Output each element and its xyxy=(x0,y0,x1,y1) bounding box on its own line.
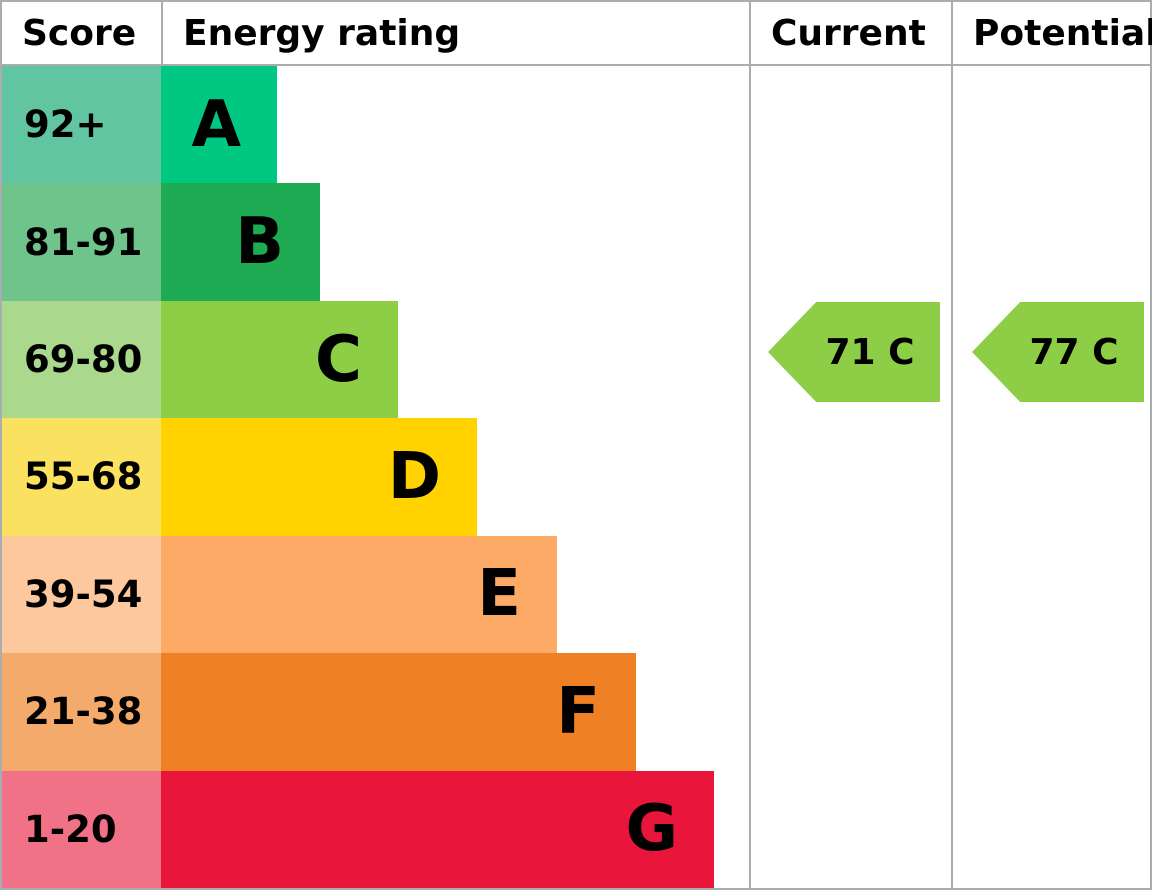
score-column-header-label: Score xyxy=(22,12,137,54)
score-range-label: 21-38 xyxy=(24,690,143,734)
energy-rating-column-header-label: Energy rating xyxy=(183,12,461,54)
rating-letter: C xyxy=(315,322,362,397)
score-cell: 81-91 xyxy=(2,183,161,301)
score-cell: 1-20 xyxy=(2,770,161,888)
potential-column-header-label: Potential xyxy=(973,12,1152,54)
rating-row-a: 92+ A xyxy=(2,66,1150,184)
rating-letter: D xyxy=(387,439,441,514)
rating-row-d: 55-68 D xyxy=(2,418,1150,536)
rating-letter: G xyxy=(625,792,678,867)
rating-bar: B xyxy=(161,183,320,301)
score-range-label: 69-80 xyxy=(24,338,143,382)
rating-letter: A xyxy=(191,87,241,162)
rating-letter: E xyxy=(477,557,521,632)
rating-bar: E xyxy=(161,535,557,654)
energy-rating-column-header: Energy rating xyxy=(163,2,749,64)
score-cell: 55-68 xyxy=(2,418,161,536)
potential-column-divider xyxy=(951,66,953,888)
score-range-label: 81-91 xyxy=(24,220,143,264)
chart-header-row: Score Energy rating Current Potential xyxy=(2,2,1152,66)
rating-bar: A xyxy=(161,66,277,184)
score-range-label: 55-68 xyxy=(24,455,143,499)
score-cell: 92+ xyxy=(2,66,161,184)
rating-row-e: 39-54 E xyxy=(2,535,1150,654)
score-range-label: 39-54 xyxy=(24,572,143,616)
rating-row-f: 21-38 F xyxy=(2,653,1150,771)
rating-letter: F xyxy=(556,674,600,749)
current-column-header: Current xyxy=(749,2,951,64)
rating-row-g: 1-20 G xyxy=(2,770,1150,888)
rating-bands-body: 92+ A 81-91 B 69-80 C 55-68 xyxy=(2,66,1150,888)
rating-bar: G xyxy=(161,770,714,888)
current-column-header-label: Current xyxy=(771,12,926,54)
potential-column-header: Potential xyxy=(951,2,1152,64)
rating-bar: F xyxy=(161,653,636,771)
score-range-label: 92+ xyxy=(24,103,107,147)
rating-letter: B xyxy=(235,205,284,280)
current-rating-label: 71 C xyxy=(825,331,915,373)
score-column-header: Score xyxy=(2,2,163,64)
score-cell: 39-54 xyxy=(2,535,161,654)
rating-row-c: 69-80 C xyxy=(2,300,1150,419)
score-range-label: 1-20 xyxy=(24,807,117,851)
current-column-divider xyxy=(749,66,751,888)
score-cell: 21-38 xyxy=(2,653,161,771)
rating-bar: D xyxy=(161,418,477,536)
rating-bar: C xyxy=(161,300,398,419)
score-cell: 69-80 xyxy=(2,300,161,419)
rating-row-b: 81-91 B xyxy=(2,183,1150,301)
potential-rating-label: 77 C xyxy=(1029,331,1119,373)
